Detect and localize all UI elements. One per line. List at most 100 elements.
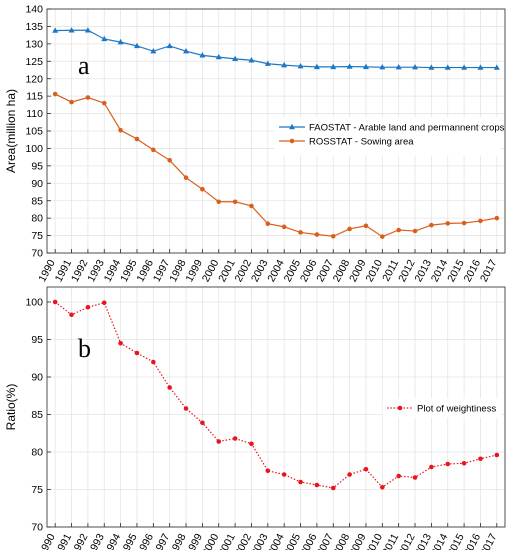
- y-tick-label: 120: [25, 73, 43, 85]
- data-point: [84, 27, 91, 33]
- data-point: [265, 468, 271, 474]
- legend: FAOSTAT - Arable land and permannent cro…: [274, 117, 505, 156]
- data-point: [493, 64, 500, 70]
- y-tick-label: 130: [25, 38, 43, 50]
- data-point: [330, 485, 336, 491]
- data-point: [429, 222, 434, 228]
- data-point: [150, 47, 157, 54]
- data-point: [249, 203, 254, 209]
- chart-panel-a: 7075808590951001051101151201251301351401…: [4, 4, 506, 284]
- data-point: [69, 312, 74, 318]
- data-point: [69, 99, 74, 105]
- y-tick-label: 95: [31, 334, 43, 346]
- data-point: [281, 472, 287, 477]
- series-line: [55, 29, 497, 69]
- data-point: [362, 63, 369, 70]
- y-axis-label: Area(million ha): [4, 89, 18, 173]
- data-point: [363, 223, 369, 229]
- data-point: [215, 53, 222, 60]
- data-point: [166, 42, 173, 49]
- data-point: [118, 340, 123, 346]
- x-tick-label: 2010: [363, 258, 385, 284]
- data-point: [101, 35, 108, 42]
- y-tick-label: 105: [25, 126, 43, 138]
- data-point: [232, 199, 238, 205]
- data-point: [117, 38, 124, 45]
- data-point: [85, 304, 91, 310]
- data-point: [101, 100, 107, 106]
- data-point: [167, 385, 172, 390]
- legend-marker: [289, 123, 295, 130]
- series-1: [52, 91, 500, 239]
- legend: Plot of weightiness: [382, 398, 502, 418]
- data-point: [314, 232, 320, 237]
- data-point: [461, 220, 467, 226]
- data-point: [183, 406, 189, 411]
- data-point: [200, 420, 205, 426]
- data-point: [445, 221, 451, 226]
- y-axis-label: Ratio(%): [4, 384, 18, 431]
- data-point: [85, 95, 91, 100]
- series-line: [54, 301, 497, 489]
- y-tick-label: 90: [31, 372, 43, 384]
- data-point: [183, 47, 190, 54]
- data-point: [346, 63, 353, 69]
- y-tick-label: 125: [25, 56, 43, 68]
- data-point: [330, 63, 337, 70]
- data-point: [232, 55, 239, 62]
- data-point: [151, 147, 156, 153]
- data-point: [133, 42, 140, 49]
- panel-label: a: [78, 51, 90, 80]
- data-point: [199, 52, 206, 58]
- x-tick-label: 2017: [478, 258, 500, 284]
- data-point: [412, 475, 418, 480]
- data-point: [363, 466, 369, 472]
- data-point: [101, 300, 107, 306]
- y-tick-label: 75: [31, 484, 43, 496]
- data-point: [379, 64, 386, 70]
- data-point: [298, 230, 303, 235]
- data-point: [264, 60, 271, 66]
- data-point: [380, 484, 385, 490]
- axes-box: [46, 286, 506, 528]
- data-point: [395, 64, 402, 70]
- data-point: [314, 482, 320, 488]
- data-point: [445, 461, 451, 467]
- panel-label: b: [78, 334, 91, 363]
- data-point: [232, 436, 238, 441]
- y-tick-label: 140: [25, 4, 43, 16]
- data-point: [478, 218, 483, 224]
- data-point: [52, 299, 58, 305]
- data-point: [52, 91, 58, 97]
- data-point: [444, 64, 451, 70]
- series-line: [54, 93, 497, 238]
- data-point: [68, 27, 75, 33]
- data-point: [412, 228, 418, 234]
- data-point: [151, 359, 156, 365]
- series-0: [52, 27, 500, 70]
- data-point: [118, 128, 123, 133]
- data-point: [396, 227, 401, 233]
- y-tick-label: 75: [31, 230, 43, 242]
- data-point: [478, 456, 483, 462]
- data-point: [183, 175, 189, 181]
- legend-box: [274, 117, 501, 156]
- y-tick-label: 80: [31, 447, 43, 459]
- y-tick-label: 70: [31, 522, 43, 534]
- data-point: [200, 186, 205, 192]
- data-point: [429, 464, 434, 470]
- y-tick-label: 115: [26, 91, 43, 103]
- data-point: [216, 199, 222, 205]
- data-point: [461, 64, 468, 70]
- data-point: [249, 441, 254, 447]
- data-point: [265, 221, 271, 227]
- y-tick-label: 100: [25, 297, 43, 309]
- y-tick-label: 135: [25, 21, 43, 33]
- data-point: [52, 27, 59, 33]
- data-point: [494, 452, 500, 458]
- data-point: [216, 439, 222, 444]
- data-point: [428, 64, 435, 70]
- data-point: [248, 57, 255, 63]
- legend-marker: [289, 138, 295, 144]
- data-point: [167, 157, 172, 163]
